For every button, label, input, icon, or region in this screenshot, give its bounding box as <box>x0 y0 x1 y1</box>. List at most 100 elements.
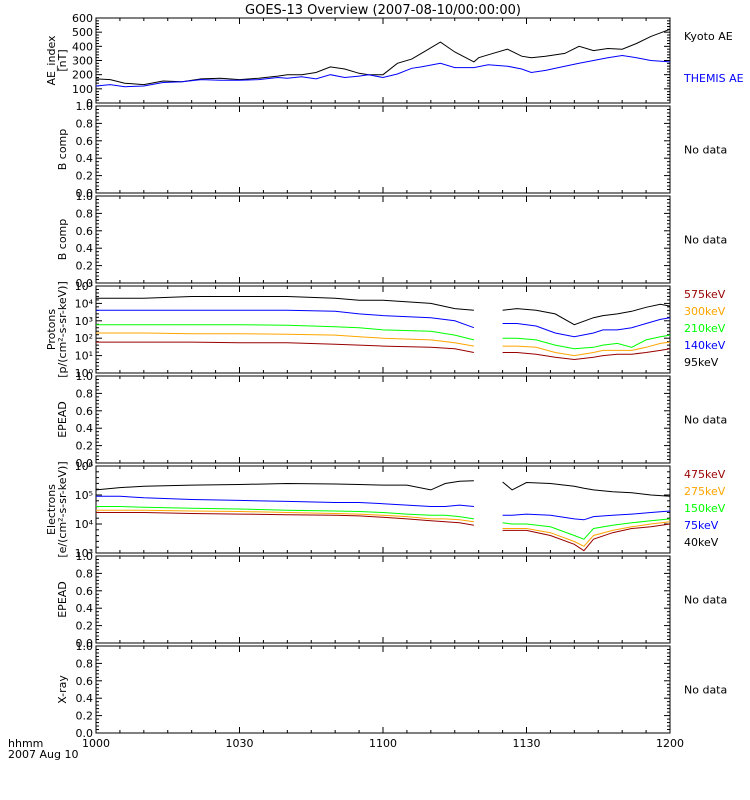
y-tick-label: 0 <box>86 97 93 110</box>
y-tick-label: 500 <box>72 26 93 39</box>
panel-frame <box>95 375 671 464</box>
y-tick-label: 100 <box>72 83 93 96</box>
panel-bcomp-1: 0.0 0.2 0.4 0.6 0.8 1.0 B comp No data <box>56 100 727 200</box>
panel-protons: 10⁰ 10¹ 10² 10³ 10⁴ 10⁵ Protons[p/(cm²-s-sr-ke… <box>45 280 726 380</box>
y-tick-label: 600 <box>72 12 93 25</box>
time-unit-label: hhmm <box>8 737 43 750</box>
series-line-themis-ae <box>95 54 671 88</box>
legend-label: 95keV <box>684 356 719 369</box>
y-tick-label: 0.0 <box>76 637 94 650</box>
panel-frame <box>95 645 671 734</box>
x-tick-label: 1130 <box>513 737 541 750</box>
legend-label: Kyoto AE <box>684 30 733 43</box>
x-tick-label: 1100 <box>369 737 397 750</box>
y-tick-label: 10³ <box>75 547 93 560</box>
series-line-210kev <box>96 324 475 341</box>
series-line-150kev <box>96 506 474 520</box>
y-tick-label: 1.0 <box>76 550 94 563</box>
y-tick-label: 0.8 <box>76 207 94 220</box>
y-axis-label: B comp <box>56 129 69 171</box>
x-tick-label: 1030 <box>226 737 254 750</box>
panel-frame <box>95 17 671 104</box>
panel-frame <box>95 465 671 554</box>
y-tick-label: 300 <box>72 55 93 68</box>
y-tick-label: 0.4 <box>76 602 94 615</box>
panel-bcomp-2: 0.0 0.2 0.4 0.6 0.8 1.0 B comp No data <box>56 190 727 290</box>
y-tick-label: 10⁴ <box>75 297 94 310</box>
series-line-475kev <box>502 523 671 552</box>
y-tick-label: 10⁵ <box>75 280 93 293</box>
series-line-475kev <box>96 512 474 526</box>
y-axis-label: X-ray <box>56 675 69 704</box>
y-axis-label: EPEAD <box>56 581 69 618</box>
y-axis-label: [nT] <box>56 49 69 71</box>
legend-label: 475keV <box>684 468 726 481</box>
y-tick-label: 1.0 <box>76 370 94 383</box>
y-tick-label: 0.0 <box>76 727 94 740</box>
y-tick-label: 0.8 <box>76 657 94 670</box>
y-axis-label: EPEAD <box>56 401 69 438</box>
panel-frame <box>95 195 671 284</box>
panel-frame <box>95 555 671 644</box>
y-tick-label: 10⁰ <box>75 367 94 380</box>
y-tick-label: 0.0 <box>76 457 94 470</box>
x-tick-label: 1000 <box>82 737 110 750</box>
panel-electrons: 10³ 10⁴ 10⁵ 10⁶ Electrons[e/(cm²-s-sr-keV)] 4… <box>45 460 726 560</box>
y-tick-label: 0.2 <box>76 260 94 273</box>
x-tick-label: 1200 <box>656 737 684 750</box>
y-tick-label: 0.8 <box>76 567 94 580</box>
y-tick-label: 1.0 <box>76 640 94 653</box>
legend-label: THEMIS AE <box>683 72 744 85</box>
series-line-150kev <box>502 518 671 540</box>
legend-label: 275keV <box>684 485 726 498</box>
y-tick-label: 10² <box>75 332 93 345</box>
panel-xray: 0.0 0.2 0.4 0.6 0.8 1.0 X-ray No data <box>56 640 727 740</box>
series-line-140kev <box>96 309 475 329</box>
series-line-300kev <box>502 341 671 357</box>
y-tick-label: 0.0 <box>76 277 94 290</box>
y-axis-label: Electrons <box>45 484 58 535</box>
series-line-300kev <box>96 332 474 347</box>
y-tick-label: 1.0 <box>76 190 94 203</box>
legend-label: 150keV <box>684 502 726 515</box>
y-tick-label: 10⁶ <box>75 460 94 473</box>
date-label: 2007 Aug 10 <box>8 748 78 761</box>
y-tick-label: 0.6 <box>76 405 94 418</box>
legend-label: 210keV <box>684 322 726 335</box>
series-line-95kev <box>96 296 474 311</box>
series-line-275kev <box>502 521 671 547</box>
series-line-40kev <box>502 481 671 497</box>
legend-label: 300keV <box>684 305 726 318</box>
y-tick-label: 10³ <box>75 315 93 328</box>
series-line-75kev <box>96 495 474 507</box>
no-data-label: No data <box>684 234 727 247</box>
series-line-40kev <box>95 480 474 491</box>
legend-label: 140keV <box>684 339 726 352</box>
y-axis-label: [p/(cm²-s-sr-keV)] <box>56 281 69 378</box>
panel-epead-1: 0.0 0.2 0.4 0.6 0.8 1.0 EPEAD No data <box>56 370 727 470</box>
no-data-label: No data <box>684 684 727 697</box>
series-line-575kev <box>502 348 671 361</box>
no-data-label: No data <box>684 144 727 157</box>
no-data-label: No data <box>684 594 727 607</box>
y-tick-label: 0.4 <box>76 152 94 165</box>
legend-label: 575keV <box>684 288 726 301</box>
legend-label: 75keV <box>684 519 719 532</box>
y-tick-label: 0.8 <box>76 117 94 130</box>
series-line-140kev <box>502 317 671 338</box>
y-tick-label: 0.2 <box>76 170 94 183</box>
y-axis-label: B comp <box>56 219 69 261</box>
series-line-95kev <box>502 303 671 326</box>
y-tick-label: 0.4 <box>76 242 94 255</box>
series-line-kyoto-ae <box>95 28 671 86</box>
legend-label: 40keV <box>684 536 719 549</box>
y-axis-label: AE_index <box>45 35 58 86</box>
y-axis-label: Protons <box>45 309 58 350</box>
figure-title: GOES-13 Overview (2007-08-10/00:00:00) <box>245 3 521 18</box>
series-line-75kev <box>502 510 671 521</box>
y-tick-label: 400 <box>72 40 93 53</box>
y-tick-label: 0.8 <box>76 387 94 400</box>
